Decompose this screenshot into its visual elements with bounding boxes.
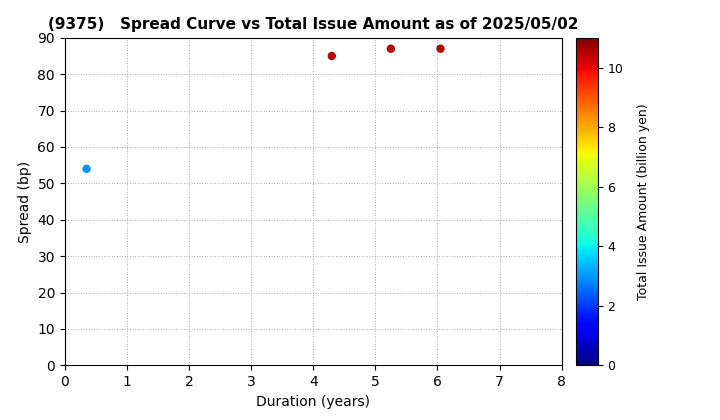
Point	[326, 52, 338, 59]
X-axis label: Duration (years): Duration (years)	[256, 395, 370, 409]
Point	[385, 45, 397, 52]
Point	[81, 165, 92, 172]
Y-axis label: Spread (bp): Spread (bp)	[18, 160, 32, 243]
Point	[435, 45, 446, 52]
Title: (9375)   Spread Curve vs Total Issue Amount as of 2025/05/02: (9375) Spread Curve vs Total Issue Amoun…	[48, 18, 578, 32]
Y-axis label: Total Issue Amount (billion yen): Total Issue Amount (billion yen)	[637, 103, 650, 300]
